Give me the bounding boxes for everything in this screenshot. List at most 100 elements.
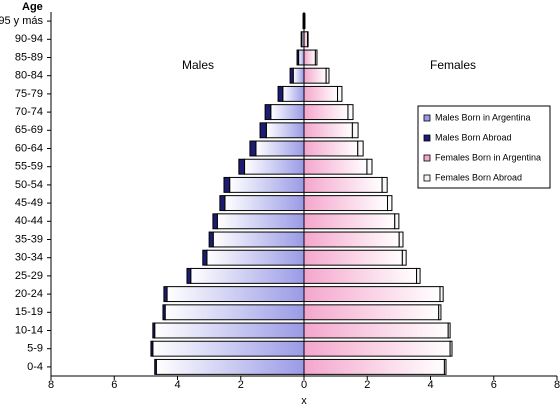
- bar-segment: [166, 286, 305, 303]
- bar-segment: [351, 122, 359, 139]
- bar-segment: [255, 140, 305, 157]
- bar-segment: [303, 231, 400, 248]
- bar-segment: [270, 104, 305, 121]
- bar-segment: [300, 31, 303, 48]
- bar-segment: [303, 158, 368, 175]
- x-tick-label: 4: [427, 379, 433, 391]
- x-tick-label: 0: [301, 379, 307, 391]
- bar-segment: [277, 85, 284, 102]
- y-tick-label: 50-54: [15, 179, 43, 191]
- bar-segment: [244, 158, 305, 175]
- bar-segment: [303, 67, 327, 84]
- bar-segment: [447, 322, 451, 339]
- bar-segment: [155, 358, 305, 375]
- bar-segment: [212, 213, 218, 230]
- bar-segment: [303, 195, 388, 212]
- bar-segment: [303, 358, 445, 375]
- bar-segment: [162, 304, 166, 321]
- x-tick-label: 6: [491, 379, 497, 391]
- y-tick-label: 20-24: [15, 288, 43, 300]
- bar-segment: [439, 286, 444, 303]
- bar-segment: [303, 122, 353, 139]
- bar-segment: [202, 249, 208, 266]
- legend-swatch: [423, 154, 431, 162]
- bar-segment: [259, 122, 267, 139]
- bar-segment: [303, 267, 418, 284]
- legend-label: Females Born in Argentina: [435, 152, 541, 162]
- bar-segment: [303, 49, 316, 66]
- bar-segment: [386, 195, 393, 212]
- bar-segment: [303, 304, 440, 321]
- y-tick-label: 65-69: [15, 124, 43, 136]
- bar-segment: [154, 322, 305, 339]
- males-label: Males: [182, 58, 214, 72]
- legend-swatch: [423, 134, 431, 142]
- bar-segment: [347, 104, 354, 121]
- bar-segment: [303, 104, 349, 121]
- bar-segment: [152, 322, 156, 339]
- x-tick-label: 6: [111, 379, 117, 391]
- bar-segment: [443, 358, 447, 375]
- bar-segment: [438, 304, 442, 321]
- bar-segment: [163, 286, 168, 303]
- y-tick-label: 55-59: [15, 161, 43, 173]
- bar-segment: [206, 249, 305, 266]
- bar-segment: [264, 104, 272, 121]
- legend-label: Males Born in Argentina: [435, 112, 531, 122]
- y-tick-label: 95 y más: [0, 15, 43, 27]
- bar-segment: [292, 67, 305, 84]
- bar-segment: [190, 267, 305, 284]
- bar-segment: [303, 286, 441, 303]
- y-tick-label: 25-29: [15, 270, 43, 282]
- bar-segment: [303, 249, 403, 266]
- x-tick-label: 4: [174, 379, 180, 391]
- legend-box: [417, 105, 551, 189]
- bar-segment: [212, 231, 305, 248]
- y-tick-label: 85-89: [15, 51, 43, 63]
- y-tick-label: 40-44: [15, 215, 43, 227]
- bar-segment: [296, 49, 300, 66]
- bar-segment: [298, 49, 305, 66]
- y-tick-label: 15-19: [15, 306, 43, 318]
- y-tick-label: 5-9: [27, 343, 43, 355]
- y-tick-label: 75-79: [15, 88, 43, 100]
- bar-segment: [224, 195, 305, 212]
- bar-segment: [289, 67, 294, 84]
- bar-segment: [249, 140, 257, 157]
- bar-segment: [219, 195, 226, 212]
- bar-segment: [394, 213, 400, 230]
- bar-segment: [223, 176, 231, 193]
- bar-segment: [238, 158, 246, 175]
- y-tick-label: 70-74: [15, 106, 43, 118]
- y-tick-label: 90-94: [15, 33, 43, 45]
- bar-segment: [398, 231, 404, 248]
- bar-segment: [416, 267, 421, 284]
- chart-title: Age: [22, 1, 43, 13]
- bar-segment: [152, 340, 305, 357]
- y-tick-label: 0-4: [27, 361, 43, 373]
- x-tick-label: 8: [554, 379, 560, 391]
- bar-segment: [150, 340, 154, 357]
- y-tick-label: 45-49: [15, 197, 43, 209]
- bar-segment: [282, 85, 305, 102]
- bar-segment: [366, 158, 373, 175]
- bar-segment: [314, 49, 318, 66]
- y-tick-label: 10-14: [15, 324, 43, 336]
- x-tick-label: 2: [238, 379, 244, 391]
- y-tick-label: 60-64: [15, 142, 43, 154]
- bar-segment: [303, 140, 359, 157]
- bar-segment: [303, 31, 308, 48]
- bar-segment: [154, 358, 157, 375]
- bar-segment: [216, 213, 305, 230]
- legend-label: Females Born Abroad: [435, 172, 522, 182]
- bar-segment: [303, 340, 451, 357]
- bar-segment: [208, 231, 214, 248]
- bar-segment: [401, 249, 407, 266]
- legend-swatch: [423, 114, 431, 122]
- bar-segment: [303, 322, 449, 339]
- bar-segment: [337, 85, 343, 102]
- bar-segment: [186, 267, 192, 284]
- bar-segment: [303, 213, 396, 230]
- x-tick-label: 8: [48, 379, 54, 391]
- females-label: Females: [430, 58, 476, 72]
